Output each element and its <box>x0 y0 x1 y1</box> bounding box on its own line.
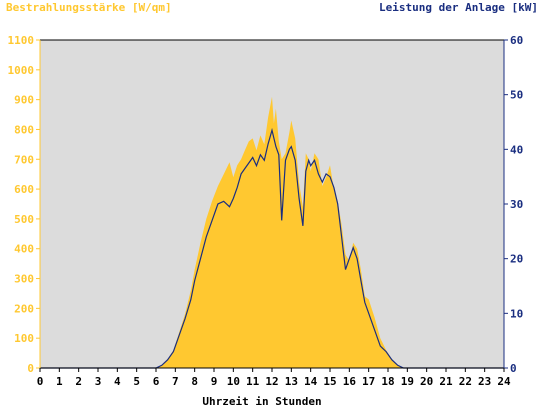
left-tick-label: 1100 <box>8 34 35 47</box>
left-tick-label: 200 <box>14 302 34 315</box>
x-tick-label: 4 <box>114 375 121 388</box>
x-tick-label: 23 <box>478 375 491 388</box>
left-tick-label: 800 <box>14 123 34 136</box>
right-tick-label: 40 <box>510 143 523 156</box>
x-tick-label: 14 <box>304 375 318 388</box>
x-tick-label: 10 <box>227 375 240 388</box>
left-axis-title: Bestrahlungsstärke [W/qm] <box>6 1 172 14</box>
left-tick-label: 1000 <box>8 64 35 77</box>
x-tick-label: 19 <box>401 375 414 388</box>
x-tick-label: 1 <box>56 375 63 388</box>
x-tick-label: 13 <box>285 375 298 388</box>
left-tick-label: 500 <box>14 213 34 226</box>
right-tick-label: 30 <box>510 198 523 211</box>
right-tick-label: 10 <box>510 307 523 320</box>
right-tick-label: 20 <box>510 253 523 266</box>
x-tick-label: 0 <box>37 375 44 388</box>
left-tick-label: 100 <box>14 332 34 345</box>
x-tick-label: 2 <box>75 375 82 388</box>
x-tick-label: 5 <box>133 375 140 388</box>
left-tick-label: 700 <box>14 153 34 166</box>
x-tick-label: 17 <box>362 375 375 388</box>
x-tick-label: 3 <box>95 375 102 388</box>
x-tick-label: 16 <box>343 375 357 388</box>
irradiance-area <box>40 96 504 368</box>
x-tick-label: 8 <box>191 375 198 388</box>
left-tick-label: 900 <box>14 94 34 107</box>
right-tick-label: 0 <box>510 362 517 375</box>
x-tick-label: 24 <box>497 375 511 388</box>
x-tick-label: 18 <box>381 375 394 388</box>
x-tick-label: 21 <box>439 375 453 388</box>
x-tick-label: 15 <box>323 375 336 388</box>
right-tick-label: 50 <box>510 89 523 102</box>
x-tick-label: 20 <box>420 375 433 388</box>
right-axis-title: Leistung der Anlage [kW] <box>379 1 538 14</box>
left-tick-label: 400 <box>14 243 34 256</box>
x-tick-label: 22 <box>459 375 472 388</box>
x-tick-label: 6 <box>153 375 160 388</box>
x-tick-label: 12 <box>265 375 278 388</box>
left-tick-label: 0 <box>27 362 34 375</box>
power-line <box>40 127 504 369</box>
x-tick-label: 9 <box>211 375 218 388</box>
x-axis-title: Uhrzeit in Stunden <box>202 395 321 408</box>
x-tick-label: 11 <box>246 375 260 388</box>
right-tick-label: 60 <box>510 34 523 47</box>
left-tick-label: 300 <box>14 273 34 286</box>
left-tick-label: 600 <box>14 183 34 196</box>
x-tick-label: 7 <box>172 375 179 388</box>
